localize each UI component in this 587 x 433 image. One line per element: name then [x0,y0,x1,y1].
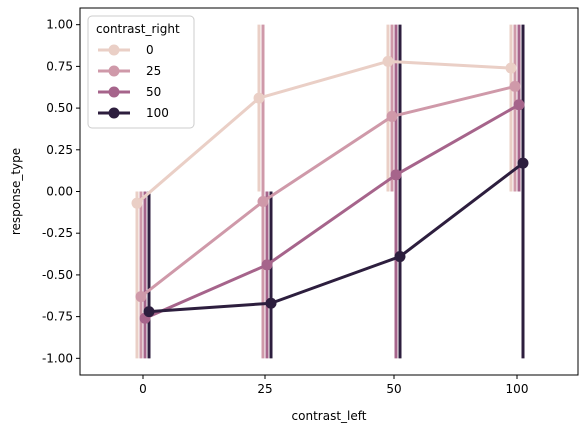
data-point [394,251,406,263]
legend-swatch-marker [108,65,120,77]
legend-swatch-marker [108,44,120,56]
data-point [513,99,525,111]
y-tick-label: 0.00 [46,185,73,199]
series-line-100 [147,161,525,314]
legend-swatch-marker [108,86,120,98]
y-tick-label: 1.00 [46,18,73,32]
data-point [386,110,398,122]
data-point [382,55,394,67]
y-tick-label: 0.25 [46,143,73,157]
data-point [257,196,269,208]
y-tick-label: -0.75 [42,310,73,324]
y-tick-label: -1.00 [42,351,73,365]
x-tick-label: 50 [386,382,401,396]
legend: contrast_right 0 25 50 100 [87,15,195,129]
legend-label: 100 [146,106,169,120]
x-tick-label: 25 [257,382,272,396]
axes: 1.00 0.75 0.50 0.25 0.00 -0.25 -0.50 -0.75 -1.00… [9,7,579,423]
data-point [265,297,277,309]
data-point [261,259,273,271]
data-point [131,197,143,209]
legend-label: 25 [146,64,161,78]
y-axis-label: response_type [9,148,23,235]
y-tick-label: 0.75 [46,59,73,73]
legend-label: 0 [146,43,154,57]
series-line-50 [143,103,521,320]
data-point [505,62,517,74]
data-point [135,291,147,303]
data-point [517,157,529,169]
x-tick-label: 0 [139,382,147,396]
data-point [509,80,521,92]
series-line-0 [135,59,513,205]
y-tick-label: -0.50 [42,268,73,282]
data-point [143,306,155,318]
legend-box [87,15,195,129]
x-tick-label: 100 [506,382,529,396]
plot-area [131,24,529,359]
data-point [390,169,402,181]
x-axis-label: contrast_left [292,409,367,423]
data-point [253,92,265,104]
legend-label: 50 [146,85,161,99]
series-line-25 [139,84,517,299]
legend-title: contrast_right [96,22,180,36]
y-tick-label: -0.25 [42,226,73,240]
legend-swatch-marker [108,107,120,119]
y-tick-label: 0.50 [46,101,73,115]
